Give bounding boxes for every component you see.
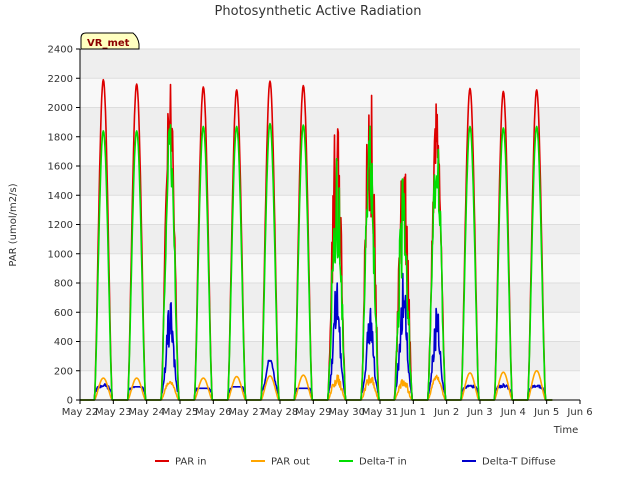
- axes: 0 200 400 600 800 1000 1200 1400 1600 1800 2000 220…: [48, 45, 593, 419]
- x-tick-label: Jun 2: [433, 407, 459, 418]
- plot-band: [80, 166, 580, 196]
- legend-label: Delta-T in: [359, 457, 407, 468]
- plot-band: [80, 253, 580, 283]
- y-tick-label: 0: [67, 396, 73, 407]
- plot-band: [80, 224, 580, 254]
- x-tick-label: Jun 5: [533, 407, 559, 418]
- plot-band: [80, 107, 580, 137]
- site-badge: VR_met: [80, 32, 140, 50]
- plot-band: [80, 283, 580, 313]
- x-tick-label: May 25: [162, 407, 199, 418]
- x-tick-label: May 22: [62, 407, 99, 418]
- y-tick-label: 1600: [48, 162, 73, 173]
- legend-label: PAR in: [175, 457, 206, 468]
- plot-band: [80, 195, 580, 225]
- y-tick-label: 1400: [48, 191, 73, 202]
- y-tick-label: 800: [54, 279, 73, 290]
- x-tick-label: May 26: [195, 407, 232, 418]
- plot-band: [80, 136, 580, 166]
- badge-box: [80, 32, 140, 50]
- x-tick-label: May 24: [128, 407, 165, 418]
- legend-label: PAR out: [271, 457, 310, 468]
- chart-title: Photosynthetic Active Radiation: [215, 4, 422, 19]
- y-tick-label: 1000: [48, 249, 73, 260]
- y-tick-label: 200: [54, 366, 73, 377]
- y-tick-label: 400: [54, 337, 73, 348]
- y-tick-label: 2000: [48, 103, 73, 114]
- y-tick-label: 2200: [48, 74, 73, 85]
- plot-band: [80, 49, 580, 79]
- x-tick-label: May 30: [328, 407, 365, 418]
- y-tick-label: 2400: [48, 45, 73, 56]
- y-axis-label: PAR (umol/m2/s): [8, 183, 19, 266]
- x-tick-label: May 27: [228, 407, 265, 418]
- x-tick-label: Jun 3: [466, 407, 492, 418]
- badge-label: VR_met: [87, 38, 130, 49]
- x-tick-label: May 28: [262, 407, 299, 418]
- y-tick-label: 600: [54, 308, 73, 319]
- x-tick-label: May 29: [295, 407, 332, 418]
- y-tick-label: 1200: [48, 220, 73, 231]
- legend: PAR in PAR out Delta-T in Delta-T Diffuse: [155, 457, 556, 468]
- plot-band: [80, 78, 580, 108]
- y-tick-label: 1800: [48, 132, 73, 143]
- x-tick-label: Jun 1: [400, 407, 426, 418]
- x-axis-label: Time: [553, 425, 578, 436]
- x-tick-label: Jun 4: [500, 407, 526, 418]
- x-tick-label: May 23: [95, 407, 132, 418]
- x-tick-label: May 31: [362, 407, 399, 418]
- x-tick-label: Jun 6: [566, 407, 592, 418]
- legend-label: Delta-T Diffuse: [482, 457, 556, 468]
